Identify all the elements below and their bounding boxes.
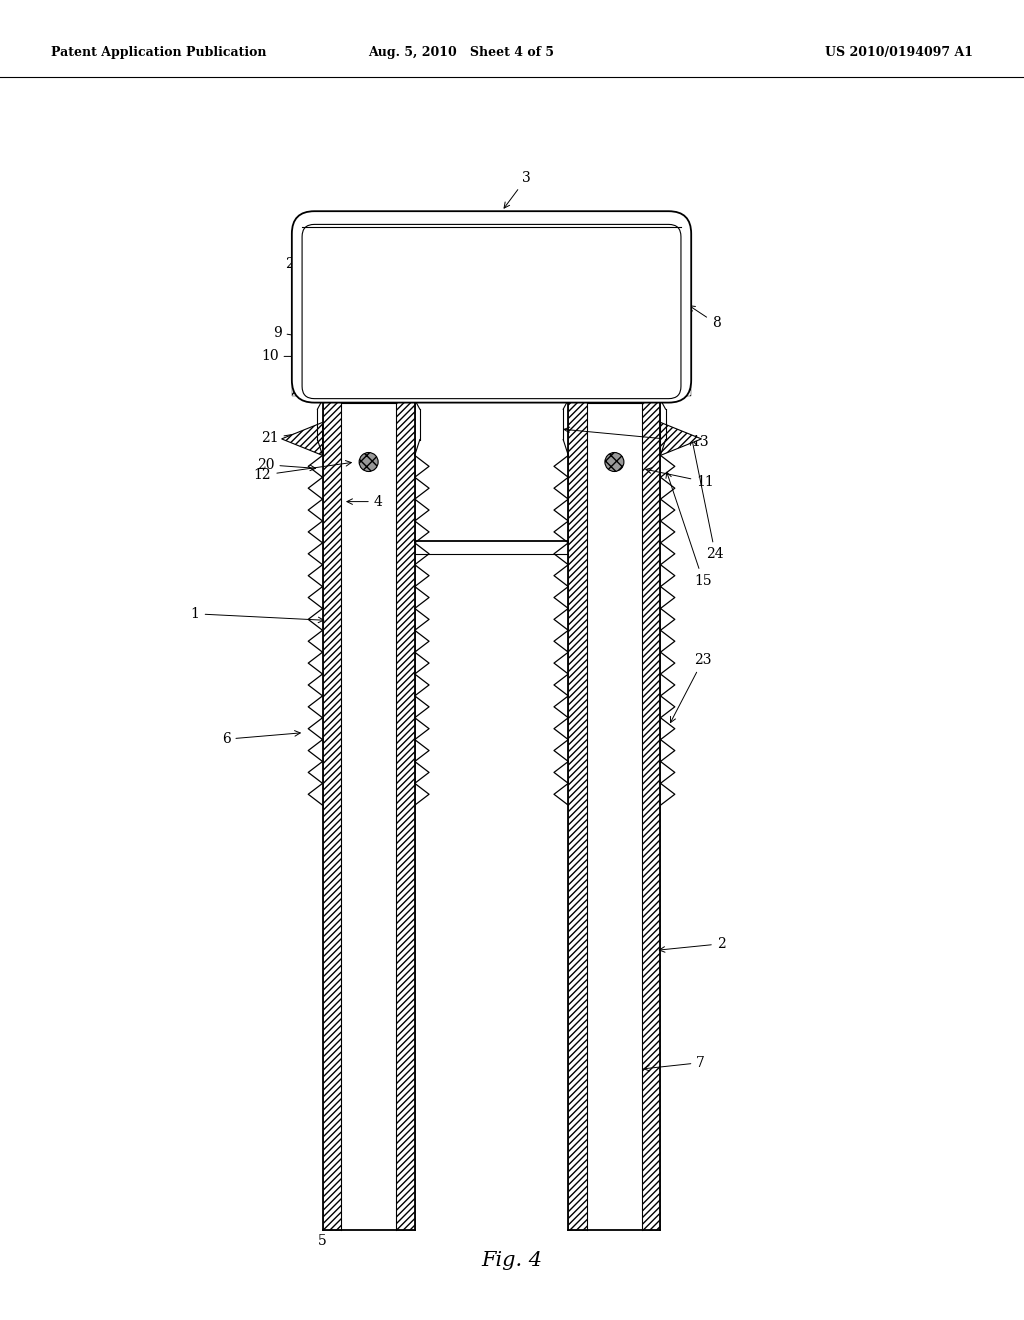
Text: 1: 1 bbox=[190, 607, 324, 623]
Text: 6: 6 bbox=[221, 731, 300, 746]
Text: 12: 12 bbox=[254, 461, 351, 482]
Bar bbox=[587, 337, 642, 1230]
Text: 5: 5 bbox=[317, 1234, 327, 1247]
Text: 20: 20 bbox=[257, 458, 315, 471]
Text: 24: 24 bbox=[690, 440, 724, 561]
Polygon shape bbox=[282, 422, 323, 455]
FancyBboxPatch shape bbox=[302, 224, 681, 399]
Polygon shape bbox=[660, 422, 701, 455]
Text: 13: 13 bbox=[564, 428, 709, 449]
Bar bbox=[341, 337, 396, 1230]
Text: 23: 23 bbox=[671, 653, 712, 722]
Circle shape bbox=[605, 453, 624, 471]
Text: 4: 4 bbox=[347, 495, 383, 508]
Polygon shape bbox=[396, 337, 415, 1230]
Text: 3: 3 bbox=[504, 170, 531, 209]
Text: 7: 7 bbox=[644, 1056, 706, 1071]
Text: US 2010/0194097 A1: US 2010/0194097 A1 bbox=[824, 46, 973, 59]
Text: Fig. 4: Fig. 4 bbox=[481, 1251, 543, 1270]
Circle shape bbox=[359, 453, 378, 471]
Text: Aug. 5, 2010   Sheet 4 of 5: Aug. 5, 2010 Sheet 4 of 5 bbox=[368, 46, 554, 59]
Text: 21: 21 bbox=[261, 428, 322, 445]
Text: Patent Application Publication: Patent Application Publication bbox=[51, 46, 266, 59]
Text: 10: 10 bbox=[261, 350, 324, 363]
Text: 9: 9 bbox=[272, 326, 340, 345]
Text: 15: 15 bbox=[666, 473, 712, 587]
FancyBboxPatch shape bbox=[292, 211, 691, 403]
Text: 22: 22 bbox=[285, 235, 302, 271]
Bar bbox=[415, 211, 568, 403]
Text: 8: 8 bbox=[689, 306, 721, 330]
Polygon shape bbox=[681, 235, 691, 396]
Polygon shape bbox=[642, 337, 660, 1230]
Polygon shape bbox=[568, 337, 587, 1230]
Text: 11: 11 bbox=[646, 467, 714, 488]
Polygon shape bbox=[323, 337, 341, 1230]
Text: 2: 2 bbox=[659, 937, 726, 952]
Polygon shape bbox=[292, 235, 302, 396]
